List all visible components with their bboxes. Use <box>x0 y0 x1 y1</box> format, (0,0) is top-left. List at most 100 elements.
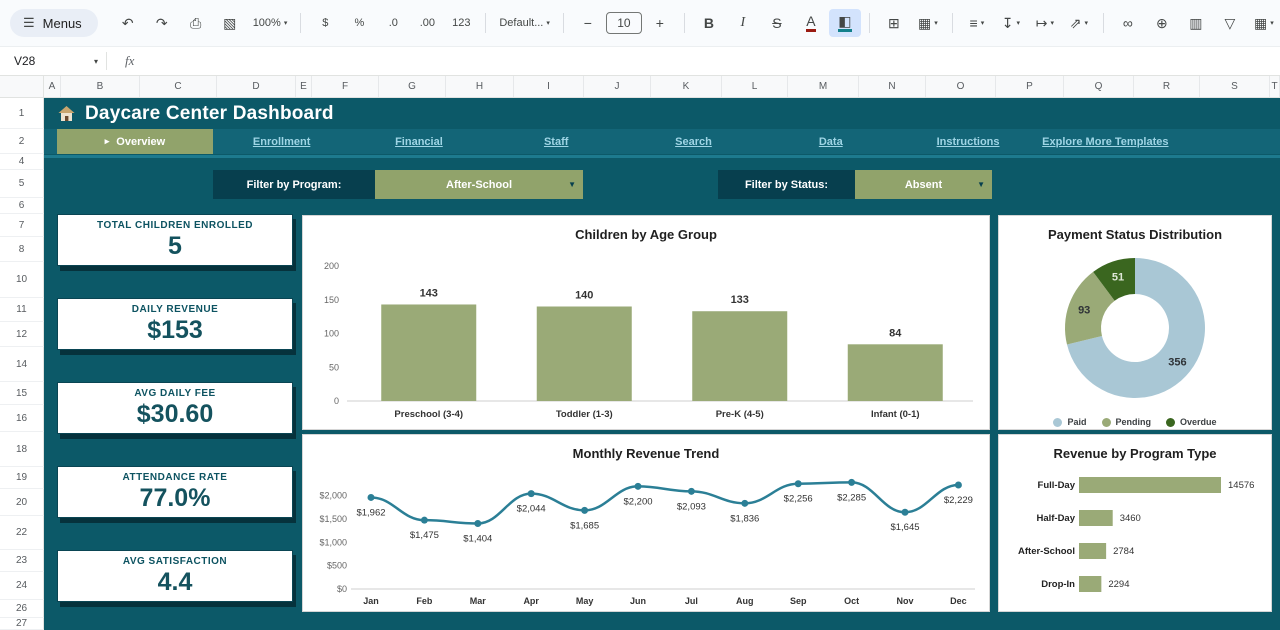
percent-format-button[interactable]: % <box>343 9 375 37</box>
row-header-22[interactable]: 22 <box>0 516 44 550</box>
column-header-N[interactable]: N <box>859 76 926 97</box>
column-header-K[interactable]: K <box>651 76 722 97</box>
paint-format-button[interactable]: ▧ <box>214 9 246 37</box>
column-header-R[interactable]: R <box>1134 76 1200 97</box>
row-headers: 1 2 4 5 6 7 8 10 11 12 14 15 16 18 19 20 22 23 24 26 27 <box>0 98 44 630</box>
svg-text:Oct: Oct <box>844 596 859 606</box>
table-button[interactable]: ▦ ▾ <box>1248 9 1280 37</box>
zoom-button[interactable]: 100% ▾ <box>248 9 293 37</box>
svg-text:$1,962: $1,962 <box>356 507 385 518</box>
column-header-M[interactable]: M <box>788 76 859 97</box>
print-button[interactable]: ⎙ <box>180 9 212 37</box>
row-header-20[interactable]: 20 <box>0 489 44 516</box>
create-filter-button[interactable]: ▽ <box>1214 9 1246 37</box>
borders-button[interactable]: ⊞ <box>878 9 910 37</box>
column-header-A[interactable]: A <box>44 76 61 97</box>
toolbar-separator <box>1102 13 1104 33</box>
row-header-15[interactable]: 15 <box>0 382 44 405</box>
menus-button[interactable]: ☰ Menus <box>10 9 98 37</box>
filter-program-dropdown[interactable]: After-School ▼ <box>375 170 583 199</box>
svg-text:100: 100 <box>324 329 339 339</box>
legend-item-paid: Paid <box>1053 417 1087 427</box>
text-rotation-button[interactable]: ⇗ ▾ <box>1063 9 1095 37</box>
column-header-H[interactable]: H <box>446 76 514 97</box>
row-header-1[interactable]: 1 <box>0 98 44 129</box>
svg-text:$2,229: $2,229 <box>944 495 973 506</box>
nav-link-search[interactable]: Search <box>675 135 712 148</box>
row-header-8[interactable]: 8 <box>0 237 44 262</box>
font-family-icon: Default... <box>499 16 544 29</box>
svg-text:93: 93 <box>1078 305 1090 317</box>
decrease-decimal-places-button[interactable]: .0 <box>377 9 409 37</box>
column-header-J[interactable]: J <box>584 76 651 97</box>
merge-cells-button[interactable]: ▦ ▾ <box>912 9 944 37</box>
more-number-formats-button[interactable]: 123 <box>445 9 477 37</box>
bold-button[interactable]: B <box>693 9 725 37</box>
nav-link-financial[interactable]: Financial <box>395 135 443 148</box>
row-header-7[interactable]: 7 <box>0 214 44 237</box>
insert-link-button[interactable]: ∞ <box>1112 9 1144 37</box>
text-rotation-icon: ⇗ <box>1069 15 1082 31</box>
row-header-16[interactable]: 16 <box>0 405 44 432</box>
column-header-P[interactable]: P <box>996 76 1064 97</box>
strikethrough-button[interactable]: S <box>761 9 793 37</box>
horizontal-align-button[interactable]: ≡ ▾ <box>961 9 993 37</box>
nav-link-staff[interactable]: Staff <box>543 135 569 148</box>
column-header-T[interactable]: T <box>1270 76 1280 97</box>
column-header-L[interactable]: L <box>722 76 788 97</box>
column-header-E[interactable]: E <box>296 76 312 97</box>
increase-decimal-places-button[interactable]: .00 <box>411 9 443 37</box>
menus-label: Menus <box>42 15 82 31</box>
row-header-24[interactable]: 24 <box>0 572 44 600</box>
nav-link-explore-more-templates[interactable]: Explore More Templates <box>1042 135 1169 148</box>
filter-status-dropdown[interactable]: Absent ▼ <box>855 170 992 199</box>
svg-text:Mar: Mar <box>470 596 487 606</box>
nav-link-enrollment[interactable]: Enrollment <box>252 135 311 148</box>
vertical-align-button[interactable]: ↧ ▾ <box>995 9 1027 37</box>
cell-reference-box[interactable]: V28 ▾ <box>0 54 106 68</box>
kpi-label: DAILY REVENUE <box>131 303 219 315</box>
row-header-4[interactable]: 4 <box>0 154 44 170</box>
text-color-button[interactable]: A <box>795 9 827 37</box>
row-header-11[interactable]: 11 <box>0 298 44 322</box>
font-size-button[interactable]: 10 <box>605 12 642 34</box>
text-wrapping-button[interactable]: ↦ ▾ <box>1029 9 1061 37</box>
toolbar-separator <box>683 13 685 33</box>
select-all-corner[interactable] <box>0 76 44 97</box>
column-header-S[interactable]: S <box>1200 76 1270 97</box>
column-header-O[interactable]: O <box>926 76 996 97</box>
row-header-19[interactable]: 19 <box>0 467 44 489</box>
undo-icon: ↶ <box>121 15 134 31</box>
currency-format-button[interactable]: $ <box>309 9 341 37</box>
row-header-12[interactable]: 12 <box>0 322 44 347</box>
row-header-10[interactable]: 10 <box>0 262 44 298</box>
insert-chart-button[interactable]: ▥ <box>1180 9 1212 37</box>
redo-button[interactable]: ↷ <box>146 9 178 37</box>
undo-button[interactable]: ↶ <box>112 9 144 37</box>
dashboard-title-row: Daycare Center Dashboard <box>44 98 1280 129</box>
nav-link-data[interactable]: Data <box>818 135 843 148</box>
column-header-B[interactable]: B <box>61 76 140 97</box>
row-header-6[interactable]: 6 <box>0 198 44 214</box>
tab-overview-active[interactable]: ▸ Overview <box>57 129 213 154</box>
row-header-27[interactable]: 27 <box>0 618 44 630</box>
column-header-I[interactable]: I <box>514 76 584 97</box>
column-header-F[interactable]: F <box>312 76 379 97</box>
fill-color-button[interactable]: ◧ <box>828 9 861 37</box>
increase-font-size-button[interactable]: + <box>644 9 676 37</box>
decrease-font-size-button[interactable]: − <box>572 9 604 37</box>
column-header-Q[interactable]: Q <box>1064 76 1134 97</box>
column-header-G[interactable]: G <box>379 76 446 97</box>
font-family-button[interactable]: Default... ▾ <box>494 9 555 37</box>
column-header-C[interactable]: C <box>140 76 217 97</box>
row-header-18[interactable]: 18 <box>0 432 44 467</box>
row-header-5[interactable]: 5 <box>0 170 44 198</box>
row-header-14[interactable]: 14 <box>0 347 44 382</box>
italic-button[interactable]: I <box>727 9 759 37</box>
column-header-D[interactable]: D <box>217 76 296 97</box>
row-header-2[interactable]: 2 <box>0 129 44 154</box>
row-header-23[interactable]: 23 <box>0 550 44 572</box>
row-header-26[interactable]: 26 <box>0 600 44 618</box>
insert-comment-button[interactable]: ⊕ <box>1146 9 1178 37</box>
nav-link-instructions[interactable]: Instructions <box>936 135 1000 148</box>
